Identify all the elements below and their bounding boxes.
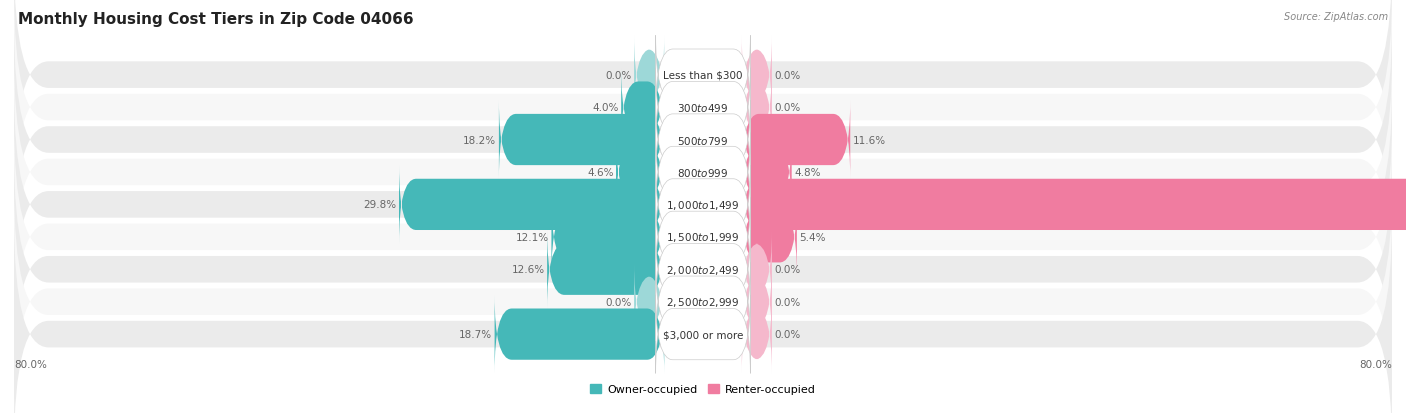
FancyBboxPatch shape [655,263,751,341]
FancyBboxPatch shape [14,24,1392,256]
FancyBboxPatch shape [551,198,664,276]
FancyBboxPatch shape [655,230,751,309]
FancyBboxPatch shape [742,36,772,114]
Text: Less than $300: Less than $300 [664,71,742,81]
FancyBboxPatch shape [742,101,851,179]
FancyBboxPatch shape [14,0,1392,224]
FancyBboxPatch shape [14,218,1392,413]
Text: 80.0%: 80.0% [14,360,46,370]
FancyBboxPatch shape [655,36,751,114]
FancyBboxPatch shape [634,36,664,114]
Legend: Owner-occupied, Renter-occupied: Owner-occupied, Renter-occupied [586,380,820,399]
Text: 4.6%: 4.6% [586,168,613,178]
FancyBboxPatch shape [495,295,664,373]
Text: 29.8%: 29.8% [363,200,396,210]
Text: 4.8%: 4.8% [794,168,821,178]
Text: 0.0%: 0.0% [605,297,631,307]
FancyBboxPatch shape [742,166,1406,244]
Text: 4.0%: 4.0% [592,103,619,113]
Text: 80.0%: 80.0% [1360,360,1392,370]
FancyBboxPatch shape [742,263,772,341]
Text: $1,000 to $1,499: $1,000 to $1,499 [666,198,740,211]
Text: 0.0%: 0.0% [775,297,801,307]
Text: $1,500 to $1,999: $1,500 to $1,999 [666,231,740,244]
Text: 0.0%: 0.0% [775,265,801,275]
Text: 18.2%: 18.2% [463,135,496,145]
Text: 18.7%: 18.7% [458,329,492,339]
FancyBboxPatch shape [14,56,1392,289]
Text: 0.0%: 0.0% [775,103,801,113]
FancyBboxPatch shape [547,230,664,309]
FancyBboxPatch shape [634,263,664,341]
FancyBboxPatch shape [742,133,792,212]
Text: 5.4%: 5.4% [800,232,825,242]
FancyBboxPatch shape [655,101,751,179]
Text: $2,500 to $2,999: $2,500 to $2,999 [666,295,740,309]
Text: $3,000 or more: $3,000 or more [662,329,744,339]
Text: $500 to $799: $500 to $799 [678,134,728,146]
Text: 0.0%: 0.0% [775,329,801,339]
Text: Monthly Housing Cost Tiers in Zip Code 04066: Monthly Housing Cost Tiers in Zip Code 0… [18,12,413,27]
Text: 0.0%: 0.0% [775,71,801,81]
FancyBboxPatch shape [655,133,751,212]
FancyBboxPatch shape [14,186,1392,413]
Text: 12.1%: 12.1% [516,232,548,242]
FancyBboxPatch shape [742,295,772,373]
Text: 0.0%: 0.0% [605,71,631,81]
Text: Source: ZipAtlas.com: Source: ZipAtlas.com [1284,12,1388,22]
FancyBboxPatch shape [621,69,664,147]
FancyBboxPatch shape [616,133,664,212]
Text: $300 to $499: $300 to $499 [678,102,728,114]
Text: $800 to $999: $800 to $999 [678,166,728,178]
FancyBboxPatch shape [742,69,772,147]
FancyBboxPatch shape [14,89,1392,321]
FancyBboxPatch shape [14,154,1392,386]
FancyBboxPatch shape [655,295,751,373]
FancyBboxPatch shape [655,166,751,244]
FancyBboxPatch shape [655,69,751,147]
FancyBboxPatch shape [14,121,1392,354]
FancyBboxPatch shape [742,198,797,276]
Text: 12.6%: 12.6% [512,265,544,275]
Text: $2,000 to $2,499: $2,000 to $2,499 [666,263,740,276]
FancyBboxPatch shape [655,198,751,276]
FancyBboxPatch shape [742,230,772,309]
FancyBboxPatch shape [499,101,664,179]
FancyBboxPatch shape [399,166,664,244]
Text: 11.6%: 11.6% [853,135,886,145]
FancyBboxPatch shape [14,0,1392,192]
